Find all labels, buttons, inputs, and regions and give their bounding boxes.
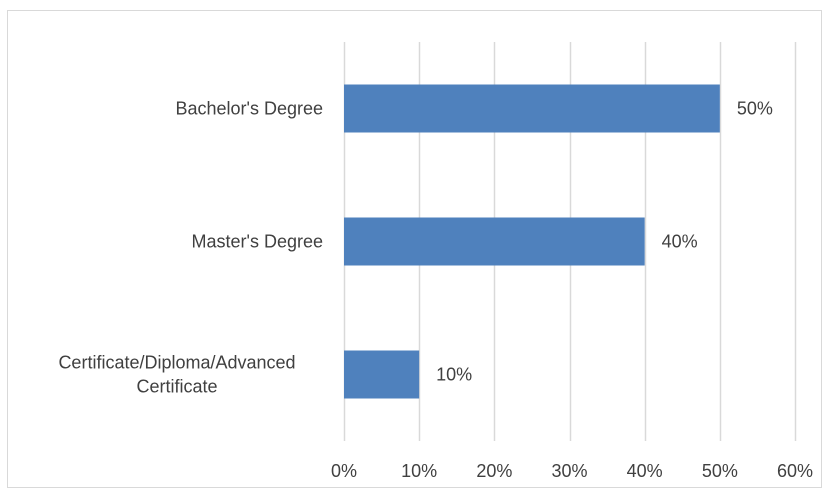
bar-1 bbox=[344, 217, 645, 266]
bar-0 bbox=[344, 84, 720, 133]
data-labels: 50% 40% 10% bbox=[436, 99, 773, 385]
bars bbox=[344, 84, 720, 399]
x-tick-label-20: 20% bbox=[476, 461, 512, 481]
x-tick-label-40: 40% bbox=[627, 461, 663, 481]
data-label-1: 40% bbox=[662, 232, 698, 252]
x-tick-label-30: 30% bbox=[551, 461, 587, 481]
x-tick-label-0: 0% bbox=[331, 461, 357, 481]
category-label-1: Master's Degree bbox=[192, 232, 323, 252]
data-label-2: 10% bbox=[436, 365, 472, 385]
category-label-0: Bachelor's Degree bbox=[175, 99, 323, 119]
category-label-2: Certificate/Diploma/Advanced Certificate bbox=[58, 353, 295, 397]
x-tick-label-60: 60% bbox=[777, 461, 813, 481]
x-axis-tick-labels: 0% 10% 20% 30% 40% 50% 60% bbox=[331, 461, 813, 481]
category-labels: Bachelor's Degree Master's Degree Certific… bbox=[58, 99, 323, 397]
x-tick-label-50: 50% bbox=[702, 461, 738, 481]
data-label-0: 50% bbox=[737, 99, 773, 119]
bar-2 bbox=[344, 350, 420, 399]
x-tick-label-10: 10% bbox=[401, 461, 437, 481]
